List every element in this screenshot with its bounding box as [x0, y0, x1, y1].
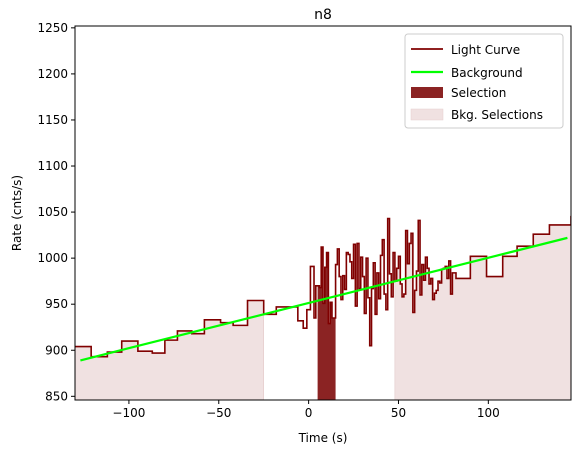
x-tick-label: 100	[477, 406, 500, 420]
x-axis-ticks: −100 −50 0 50 100	[112, 400, 500, 420]
legend-background-label: Background	[451, 66, 523, 80]
plot-frame	[74, 25, 572, 401]
y-tick-label: 1050	[37, 205, 68, 219]
chart-title: n8	[314, 7, 332, 23]
legend-light-curve-label: Light Curve	[451, 43, 520, 57]
bkg-selection-region	[75, 300, 264, 400]
y-tick-label: 1000	[37, 251, 68, 265]
light-curve-line	[75, 215, 571, 358]
y-axis-ticks: 850 900 950 1000 1050 1100 1150 1200 1250	[37, 21, 75, 403]
y-tick-label: 850	[45, 389, 68, 403]
y-tick-label: 900	[45, 343, 68, 357]
x-tick-label: 0	[305, 406, 313, 420]
legend: Light Curve Background Selection Bkg. Se…	[404, 33, 564, 129]
bkg-selection-region	[394, 220, 571, 400]
y-tick-label: 1250	[37, 21, 68, 35]
legend-selection-label: Selection	[451, 86, 506, 100]
light-curve-layer	[75, 215, 571, 358]
y-tick-label: 1200	[37, 67, 68, 81]
legend-selection-swatch	[411, 87, 443, 98]
legend-bkg-selections-swatch	[410, 108, 444, 121]
y-tick-label: 950	[45, 297, 68, 311]
background-fit-layer	[80, 236, 568, 362]
x-tick-label: −100	[112, 406, 145, 420]
selection-region	[317, 247, 336, 400]
x-axis-label: Time (s)	[298, 431, 348, 445]
selection-layer	[317, 247, 336, 400]
y-tick-label: 1150	[37, 113, 68, 127]
y-axis-label: Rate (cnts/s)	[10, 175, 24, 251]
plot-area	[75, 215, 571, 400]
x-tick-label: 50	[391, 406, 406, 420]
legend-bkg-selections-label: Bkg. Selections	[451, 108, 543, 122]
legend-box	[404, 33, 564, 129]
y-tick-label: 1100	[37, 159, 68, 173]
background-fit-line	[80, 236, 568, 362]
x-tick-label: −50	[206, 406, 231, 420]
